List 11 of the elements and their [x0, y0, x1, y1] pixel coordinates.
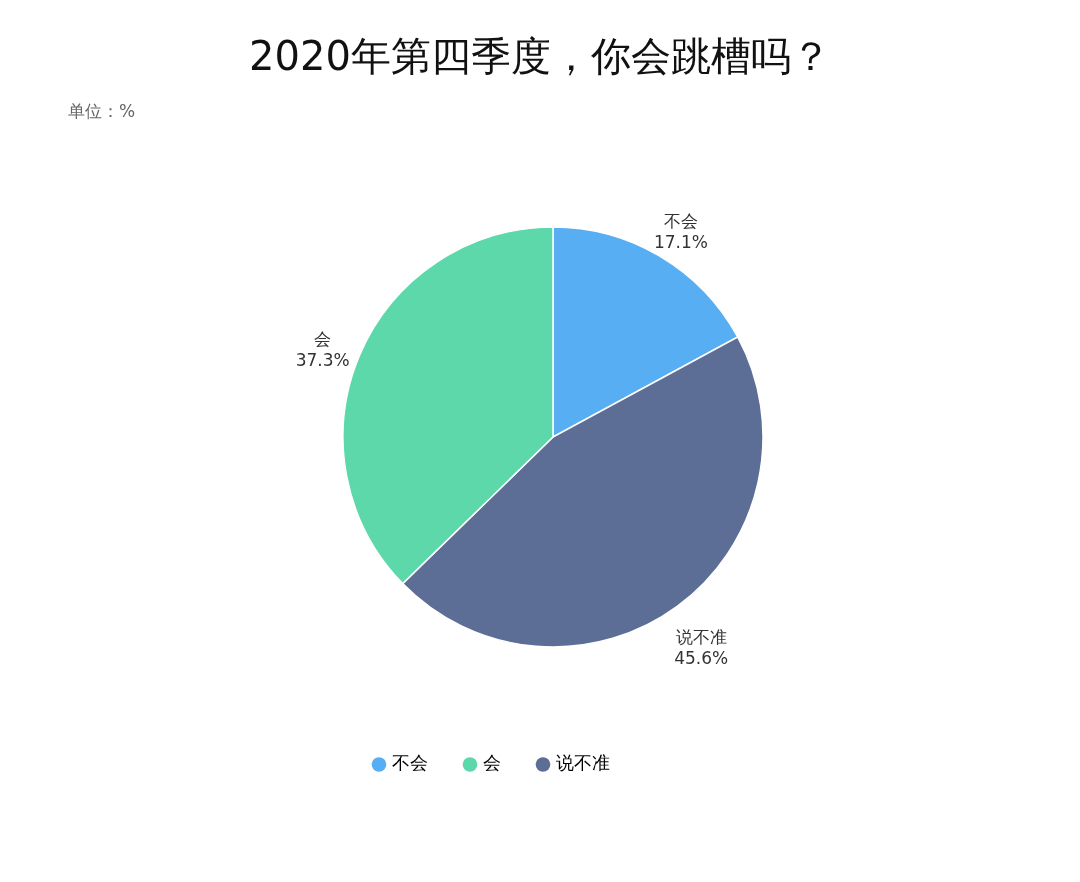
data-label: 17.1% — [653, 232, 708, 253]
slice-label: 不会 — [663, 211, 698, 232]
legend-label: 不会 — [392, 752, 428, 774]
chart-title: 2020年第四季度，你会跳槽吗？ — [249, 33, 831, 79]
data-label: 45.6% — [674, 648, 729, 669]
data-label: 37.3% — [295, 349, 350, 370]
legend-label: 说不准 — [556, 752, 610, 774]
slice-label: 会 — [314, 328, 332, 349]
slice-label: 说不准 — [675, 627, 727, 648]
text: 单位：% — [68, 101, 136, 121]
legend-label: 会 — [483, 752, 501, 774]
